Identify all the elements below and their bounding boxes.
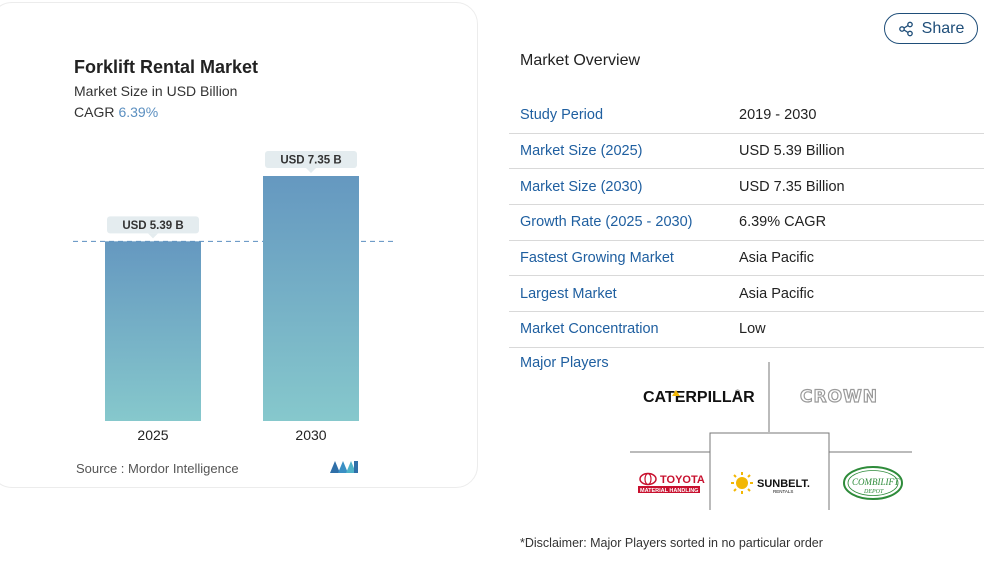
combilift-depot-logo: COMBILIFT DEPOT [843, 466, 903, 500]
row-label: Largest Market [520, 285, 617, 302]
cagr-value: 6.39% [118, 104, 159, 120]
overview-row: Growth Rate (2025 - 2030) 6.39% CAGR [509, 205, 984, 241]
row-label: Fastest Growing Market [520, 250, 674, 267]
svg-text:CROWN: CROWN [800, 387, 878, 407]
svg-text:MATERIAL HANDLING: MATERIAL HANDLING [640, 488, 698, 494]
major-players-label: Major Players [520, 355, 609, 371]
overview-table: Study Period 2019 - 2030 Market Size (20… [509, 98, 984, 348]
mordor-intelligence-logo [330, 461, 358, 473]
chart-source: Source : Mordor Intelligence [76, 461, 239, 476]
caterpillar-logo: CATERPILLAR ® [643, 389, 755, 406]
disclaimer: *Disclaimer: Major Players sorted in no … [520, 536, 823, 550]
bar-2025 [105, 241, 201, 421]
svg-text:SUNBELT.: SUNBELT. [757, 478, 810, 490]
svg-text:®: ® [735, 389, 741, 397]
svg-text:COMBILIFT: COMBILIFT [852, 477, 900, 487]
share-button[interactable]: Share [884, 13, 978, 44]
row-value: 6.39% CAGR [739, 214, 827, 231]
row-value: Asia Pacific [739, 250, 814, 267]
svg-text:RENTALS: RENTALS [773, 489, 793, 494]
share-label: Share [921, 19, 965, 37]
row-label: Growth Rate (2025 - 2030) [520, 214, 693, 231]
data-label-pointer [306, 168, 316, 173]
svg-text:CATERPILLAR: CATERPILLAR [643, 389, 755, 406]
overview-row: Market Concentration Low [509, 312, 984, 348]
svg-text:DEPOT: DEPOT [863, 489, 884, 495]
x-tick-label: 2030 [295, 427, 326, 443]
overview-row: Fastest Growing Market Asia Pacific [509, 241, 984, 277]
chart-card [0, 2, 478, 488]
crown-logo: CROWN [799, 386, 878, 407]
data-label: USD 7.35 B [280, 155, 341, 167]
row-label: Study Period [520, 107, 604, 124]
chart-title: Forklift Rental Market [74, 57, 259, 77]
chart-subtitle: Market Size in USD Billion [74, 83, 238, 99]
cagr-line: CAGR 6.39% [74, 104, 158, 120]
cagr-label: CAGR [74, 104, 115, 120]
data-label-pointer [148, 233, 158, 239]
x-tick-label: 2025 [137, 427, 168, 443]
overview-title: Market Overview [520, 52, 641, 69]
row-value: Low [739, 321, 766, 338]
overview-row: Market Size (2025) USD 5.39 Billion [509, 134, 984, 170]
data-label-bg [265, 151, 357, 168]
row-label: Market Size (2030) [520, 178, 643, 195]
sunbelt-logo: SUNBELT. RENTALS [731, 472, 810, 494]
bar-chart: USD 5.39 B 2025 USD 7.35 B 2030 [73, 151, 393, 443]
bar-2030 [263, 176, 359, 421]
toyota-logo: TOYOTA MATERIAL HANDLING [638, 472, 705, 494]
row-value: 2019 - 2030 [739, 107, 817, 124]
row-label: Market Concentration [520, 321, 659, 338]
row-value: USD 5.39 Billion [739, 143, 845, 160]
row-value: Asia Pacific [739, 285, 814, 302]
overview-row: Largest Market Asia Pacific [509, 276, 984, 313]
data-label-bg [107, 216, 199, 234]
major-players-logos: CATERPILLAR ® CROWN TOYOTA MATERIAL HAND… [630, 362, 912, 510]
share-icon [898, 21, 913, 36]
svg-text:TOYOTA: TOYOTA [660, 474, 705, 486]
row-value: USD 7.35 Billion [739, 178, 845, 195]
data-label: USD 5.39 B [122, 220, 183, 232]
row-label: Market Size (2025) [520, 143, 643, 160]
overview-row: Market Size (2030) USD 7.35 Billion [509, 169, 984, 206]
overview-row: Study Period 2019 - 2030 [509, 98, 984, 134]
